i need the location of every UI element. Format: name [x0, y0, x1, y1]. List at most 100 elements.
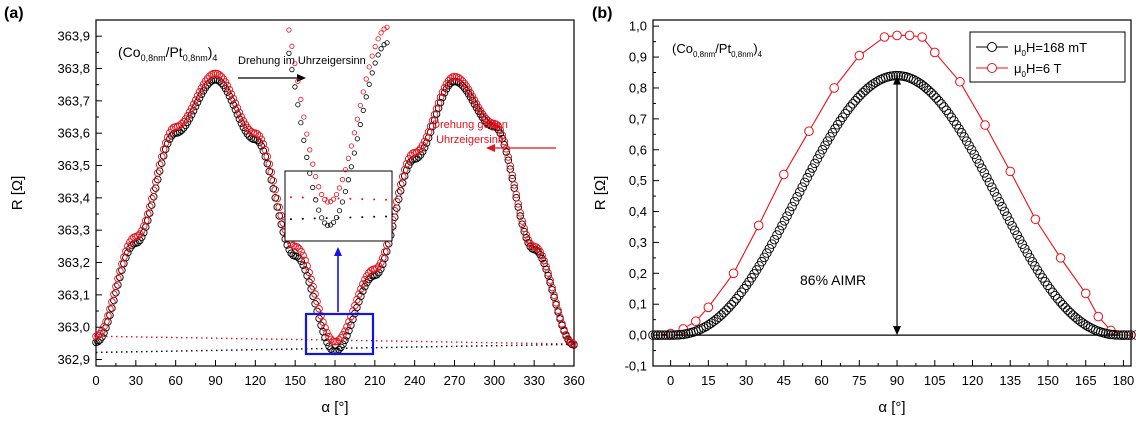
panel-a-data-point	[538, 254, 546, 263]
panel-b-x-tick-label: 75	[852, 373, 866, 388]
arrow-clockwise-head	[297, 74, 306, 82]
panel-a-data-point	[138, 226, 146, 235]
panel-a-data-point	[307, 285, 315, 293]
series-168mT-point	[908, 74, 919, 85]
series-168mT-point	[840, 108, 850, 119]
panel-a-data-point	[225, 85, 234, 94]
inset-data-point	[366, 81, 372, 87]
inset-data-point	[327, 199, 334, 205]
panel-a-data-point	[293, 243, 301, 251]
panel-a-data-point	[394, 189, 403, 197]
panel-b-y-tick-label: 0,5	[629, 173, 647, 188]
panel-a-data-point	[114, 281, 122, 289]
inset-data-point	[339, 177, 346, 183]
panel-b-x-ticks: 0 15 30 45 60 75 90 105 120 135 150 165 180	[667, 360, 1134, 388]
series-168mT-point	[979, 168, 990, 178]
inset-data-point	[289, 43, 295, 49]
panel-a-data-point	[315, 305, 323, 313]
inset-data-point	[324, 199, 331, 205]
inset-baseline-dot	[325, 197, 328, 200]
inset-baseline-dot	[337, 216, 340, 219]
inset-data-point	[319, 191, 325, 198]
series-168mT-point	[888, 71, 899, 81]
inset-data-point	[336, 185, 343, 191]
panel-a-data-point	[309, 282, 317, 291]
panel-a-data-point	[237, 113, 246, 121]
legend-entry-168mT: μ0H=168 mT	[1014, 40, 1087, 58]
panel-a-data-point	[466, 89, 475, 97]
panel-b-y-tick-label: 0,1	[629, 297, 647, 312]
panel-a-data-point	[532, 243, 540, 251]
panel-b-plot-frame	[652, 19, 1132, 367]
series-6T-point	[980, 120, 990, 130]
series-168mT-point	[716, 310, 727, 320]
series-168mT-point	[1007, 220, 1017, 231]
panel-a-data-point	[570, 340, 578, 348]
inset-data-point	[295, 78, 301, 84]
inset-data-point	[372, 60, 378, 66]
panel-a-data-point	[155, 167, 164, 175]
panel-a-data-point	[341, 336, 349, 345]
panel-b-y-tick-label: 0,6	[629, 142, 647, 157]
series-6T-point	[728, 268, 739, 279]
series-168mT-point	[663, 330, 673, 340]
inset-baseline-dot	[313, 217, 316, 220]
series-168mT-point	[1083, 321, 1093, 332]
panel-a-data-point	[548, 283, 556, 292]
panel-a-data-point	[502, 148, 511, 156]
panel-a-data-point	[153, 169, 162, 177]
panel-a-data-point	[512, 190, 520, 199]
series-168mT-point	[774, 225, 785, 236]
panel-a-data-point	[177, 120, 186, 128]
panel-a-data-point	[440, 83, 449, 92]
panel-a-data-point	[335, 336, 343, 344]
panel-a-data-point	[359, 280, 367, 288]
panel-b-x-tick-label: 15	[701, 373, 715, 388]
panel-a-data-point	[159, 145, 168, 154]
series-6T-point	[955, 76, 965, 87]
panel-a-data-point	[297, 247, 305, 256]
inset-data-point	[354, 116, 360, 122]
panel-a-data-point	[502, 145, 511, 153]
series-6T-line	[657, 34, 1136, 336]
series-6T-point	[904, 30, 915, 41]
aimr-annotation: 86% AIMR	[800, 272, 866, 288]
annotation-counterclockwise-1: Drehung gegen	[432, 119, 508, 131]
panel-a-data-point	[167, 125, 176, 134]
panel-a-data-point	[197, 84, 206, 92]
panel-a-data-point	[518, 220, 526, 229]
inset-data-point	[301, 114, 307, 120]
inset-data-point	[301, 137, 307, 144]
inset-data-point	[316, 184, 322, 190]
series-168mT-point	[789, 196, 800, 207]
panel-b-y-ticks: -0,1 0,0 0,1 0,2 0,3 0,4 0,5 0,6 0,7 0,8 0,9 1,0	[625, 19, 659, 374]
inset-data-point	[324, 222, 331, 228]
panel-a-data-point	[151, 177, 160, 186]
panel-a-data-point	[554, 306, 562, 315]
panel-b-sample-title: (Co0,8nm/Pt0,8nm)4	[672, 41, 763, 59]
inset-data-point	[384, 40, 390, 46]
series-6T-point	[929, 47, 940, 58]
panel-a-data-point	[468, 92, 477, 101]
panel-b-y-tick-label: 1,0	[629, 19, 647, 34]
series-6T-point	[1093, 311, 1104, 322]
series-168mT-point	[721, 305, 732, 315]
inset-baseline-dot	[325, 217, 328, 220]
panel-a-data-point	[299, 251, 307, 260]
panel-a-data-point	[516, 209, 524, 217]
amplitude-arrow-head-bottom	[893, 326, 902, 336]
panel-a-data-point	[307, 275, 315, 284]
panel-b-y-tick-label: -0,1	[625, 359, 647, 374]
panel-a-data-point	[414, 146, 423, 155]
series-168mT-point	[977, 163, 987, 173]
series-168mT-point	[1063, 305, 1073, 315]
series-6T-point	[879, 32, 890, 42]
panel-a-data-point	[438, 93, 447, 102]
panel-a-data-point	[516, 212, 524, 220]
series-168mT-point	[1045, 284, 1055, 294]
inset-data-point	[384, 24, 390, 30]
series-168mT-point	[1116, 330, 1126, 340]
panel-a-data-point	[422, 139, 431, 147]
panel-a-data-point	[458, 77, 467, 85]
panel-a-x-tick-label: 30	[129, 373, 143, 388]
